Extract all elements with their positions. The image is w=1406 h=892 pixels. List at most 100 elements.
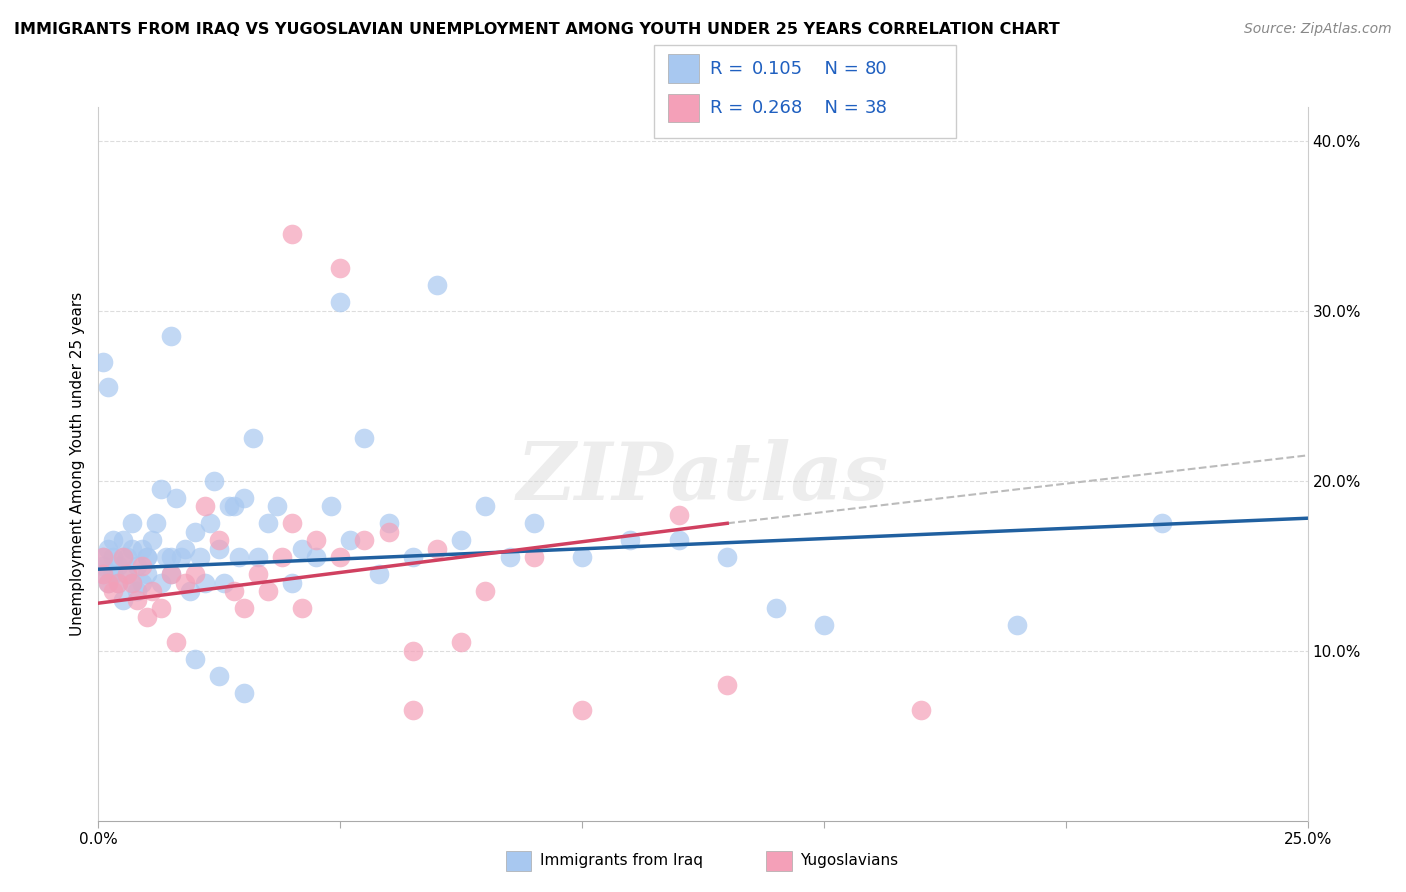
Point [91,355,114,369]
Text: ZIPatlas: ZIPatlas [517,440,889,516]
Point [107,575,129,590]
Point [91,567,114,582]
Point [107,575,129,590]
Point [256,584,278,599]
Point [232,686,254,700]
Point [426,278,449,293]
Point [131,558,153,573]
Point [256,516,278,531]
Y-axis label: Unemployment Among Youth under 25 years: Unemployment Among Youth under 25 years [69,292,84,636]
Point [135,567,157,582]
Point [111,550,134,565]
Point [498,550,520,565]
Point [131,575,153,590]
Point [174,541,197,556]
Point [111,592,134,607]
Text: R =: R = [710,99,749,117]
Point [377,516,399,531]
Point [329,261,352,276]
Point [141,533,163,548]
Point [212,575,235,590]
Point [218,500,240,514]
Point [339,533,361,548]
Point [247,550,270,565]
Text: 0.268: 0.268 [752,99,803,117]
Point [101,567,124,582]
Point [121,575,143,590]
Point [523,550,546,565]
Text: 38: 38 [865,99,887,117]
Point [329,550,352,565]
Point [716,678,738,692]
Point [117,567,139,582]
Point [169,550,191,565]
Text: N =: N = [813,60,865,78]
Point [117,567,139,582]
Point [426,541,449,556]
Point [305,550,328,565]
Point [91,550,114,565]
Point [101,533,124,548]
Point [571,703,593,717]
Point [281,575,304,590]
Point [329,295,352,310]
Point [523,516,546,531]
Point [150,601,173,615]
Text: Immigrants from Iraq: Immigrants from Iraq [540,854,703,868]
Point [188,550,211,565]
Point [813,618,835,632]
Point [450,533,472,548]
Point [204,474,226,488]
Point [242,431,264,445]
Point [97,541,120,556]
Text: Source: ZipAtlas.com: Source: ZipAtlas.com [1244,22,1392,37]
Point [160,329,183,343]
Point [450,635,472,649]
Point [121,516,143,531]
Point [97,380,120,394]
Text: Yugoslavians: Yugoslavians [800,854,898,868]
Point [135,609,157,624]
Point [150,483,173,497]
Point [127,558,149,573]
Point [91,567,114,582]
Point [117,550,139,565]
Point [208,669,231,683]
Point [97,575,120,590]
Point [619,533,641,548]
Point [121,575,143,590]
Point [141,584,163,599]
Point [160,567,183,582]
Point [668,508,690,522]
Point [155,550,177,565]
Point [165,635,187,649]
Point [127,592,149,607]
Point [368,567,391,582]
Point [1007,618,1029,632]
Point [281,516,304,531]
Point [135,550,157,565]
Point [208,541,231,556]
Point [194,575,217,590]
Point [232,601,254,615]
Point [716,550,738,565]
Point [174,575,197,590]
Point [135,550,157,565]
Point [101,584,124,599]
Point [290,601,312,615]
Point [353,533,375,548]
Point [271,550,294,565]
Point [319,500,342,514]
Point [377,524,399,539]
Point [111,550,134,565]
Point [165,491,187,505]
Point [198,516,221,531]
Point [194,500,217,514]
Point [765,601,787,615]
Point [184,567,207,582]
Text: R =: R = [710,60,749,78]
Point [910,703,932,717]
Point [127,584,149,599]
Point [402,703,425,717]
Text: 0.105: 0.105 [752,60,803,78]
